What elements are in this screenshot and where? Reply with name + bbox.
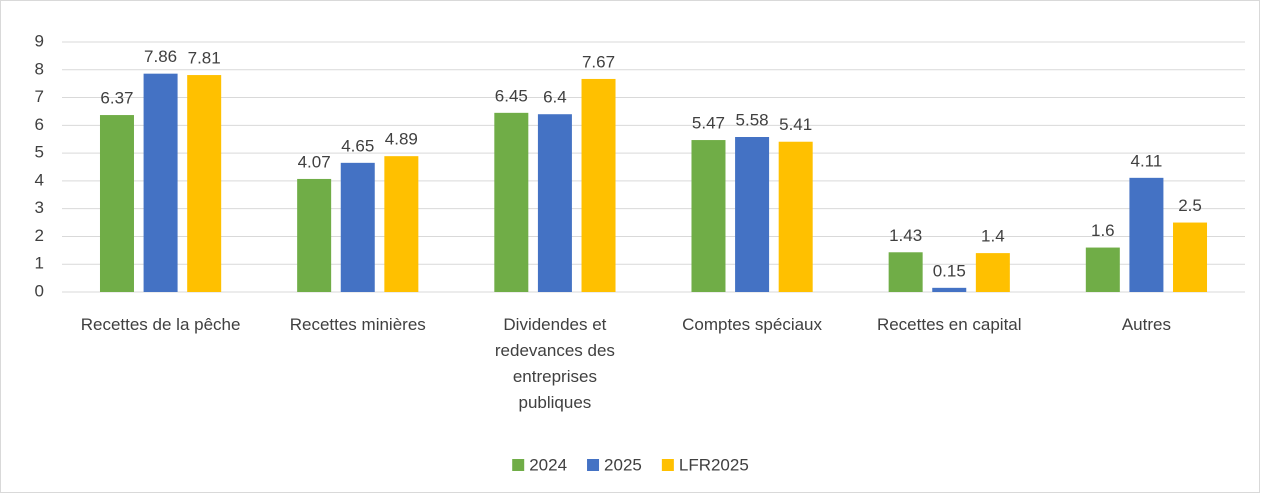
- bar: [1129, 177, 1164, 292]
- bar: [187, 75, 222, 292]
- bar: [932, 287, 967, 292]
- bar: [340, 162, 375, 292]
- data-label: 4.65: [341, 136, 374, 155]
- bar: [537, 114, 572, 292]
- bar: [778, 141, 813, 292]
- y-tick-label: 1: [35, 254, 44, 273]
- x-tick-label: Autres: [1121, 315, 1171, 334]
- y-tick-label: 9: [35, 31, 44, 50]
- data-label: 6.37: [100, 89, 133, 108]
- data-label: 7.86: [144, 47, 177, 66]
- data-label: 1.4: [981, 227, 1005, 246]
- y-tick-label: 6: [35, 115, 44, 134]
- data-label: 7.81: [188, 49, 221, 68]
- data-label: 4.11: [1131, 151, 1163, 170]
- bar: [735, 137, 770, 292]
- bar: [1085, 247, 1120, 292]
- data-label: 0.15: [933, 261, 966, 280]
- y-tick-label: 4: [35, 170, 44, 189]
- x-tick-label: Recettes de la pêche: [80, 315, 241, 334]
- y-tick-label: 0: [35, 281, 44, 300]
- bar: [888, 252, 923, 292]
- data-label: 6.45: [495, 86, 528, 105]
- bar: [975, 253, 1010, 292]
- data-label: 5.58: [736, 110, 769, 129]
- data-label: 4.89: [385, 130, 418, 149]
- data-label: 4.07: [298, 152, 331, 171]
- data-label: 1.43: [889, 226, 922, 245]
- legend-label: 2024: [529, 455, 567, 474]
- legend-swatch: [587, 459, 600, 471]
- y-tick-label: 8: [35, 59, 44, 78]
- data-label: 7.67: [582, 52, 615, 71]
- bar: [297, 178, 332, 292]
- bar: [1173, 222, 1208, 292]
- data-label: 1.6: [1091, 221, 1115, 240]
- bar: [691, 140, 726, 292]
- bar: [384, 156, 419, 292]
- legend-swatch: [512, 459, 525, 471]
- x-tick-label: Recettes minières: [289, 315, 426, 334]
- data-label: 5.47: [692, 114, 725, 133]
- data-label: 2.5: [1178, 196, 1202, 215]
- x-tick-label: Recettes en capital: [876, 315, 1022, 334]
- bar: [99, 115, 134, 292]
- legend-swatch: [661, 459, 674, 471]
- y-tick-label: 7: [35, 87, 44, 106]
- bar: [581, 78, 616, 292]
- data-label: 5.41: [779, 115, 812, 134]
- legend-label: 2025: [604, 455, 642, 474]
- bar: [143, 73, 178, 293]
- bar: [494, 112, 529, 292]
- data-label: 6.4: [543, 88, 567, 107]
- y-tick-label: 2: [35, 226, 44, 245]
- y-tick-label: 3: [35, 198, 44, 217]
- legend-label: LFR2025: [679, 455, 749, 474]
- y-tick-label: 5: [35, 143, 44, 162]
- x-tick-label: Dividendes et redevances des entreprises…: [494, 315, 615, 412]
- x-tick-label: Comptes spéciaux: [682, 315, 822, 334]
